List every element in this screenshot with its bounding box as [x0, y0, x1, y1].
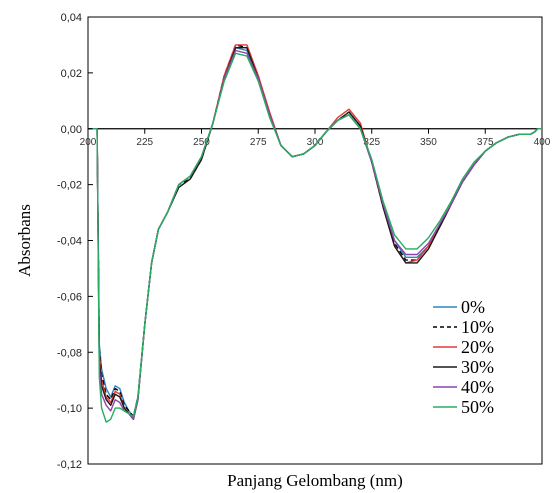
- y-tick-label: 0,02: [61, 68, 82, 80]
- y-tick-label: -0,08: [57, 347, 82, 359]
- x-axis-title: Panjang Gelombang (nm): [227, 471, 403, 490]
- y-tick-label: -0,06: [57, 291, 82, 303]
- x-tick-label: 350: [420, 137, 437, 148]
- y-tick-label: 0,00: [61, 124, 82, 136]
- legend-label: 10%: [461, 317, 494, 337]
- legend: 0%10%20%30%40%50%: [433, 297, 494, 417]
- x-tick-label: 400: [534, 137, 551, 148]
- y-tick-label: -0,02: [57, 180, 82, 192]
- y-tick-label: 0,04: [61, 12, 82, 24]
- series-lines: [92, 44, 542, 423]
- x-tick-label: 375: [477, 137, 494, 148]
- x-tick-label: 325: [363, 137, 380, 148]
- legend-label: 0%: [461, 297, 485, 317]
- legend-label: 40%: [461, 377, 494, 397]
- x-tick-label: 200: [80, 137, 97, 148]
- x-axis-zero-line: 200 225 250 275 300 325 350 375 400: [80, 128, 551, 148]
- x-tick-label: 275: [250, 137, 267, 148]
- y-tick-label: -0,10: [57, 403, 82, 415]
- y-axis: 0,04 0,02 0,00 -0,02 -0,04 -0,06 -0,08 -0,10 -0,…: [57, 12, 93, 471]
- x-tick-label: 225: [136, 137, 153, 148]
- legend-label: 30%: [461, 357, 494, 377]
- legend-label: 20%: [461, 337, 494, 357]
- y-tick-label: -0,12: [57, 459, 82, 471]
- legend-label: 50%: [461, 397, 494, 417]
- x-tick-label: 250: [193, 137, 210, 148]
- y-tick-label: -0,04: [57, 236, 82, 248]
- series-line-50pct: [92, 52, 542, 423]
- x-tick-label: 300: [307, 137, 324, 148]
- y-axis-title: Absorbans: [15, 204, 34, 277]
